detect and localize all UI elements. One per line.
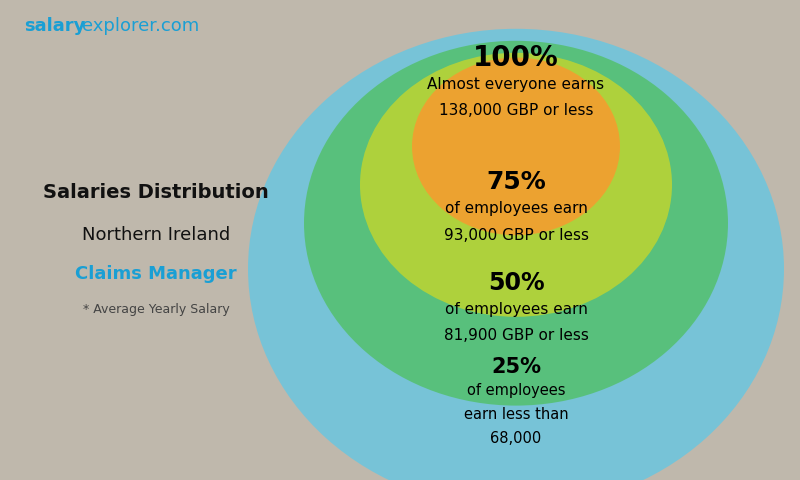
Text: Northern Ireland: Northern Ireland — [82, 226, 230, 244]
Text: of employees earn: of employees earn — [445, 302, 587, 317]
Text: explorer.com: explorer.com — [82, 17, 200, 35]
Text: Salaries Distribution: Salaries Distribution — [43, 182, 269, 202]
Text: of employees earn: of employees earn — [445, 201, 587, 216]
Text: 81,900 GBP or less: 81,900 GBP or less — [443, 328, 589, 344]
Text: 100%: 100% — [473, 44, 559, 72]
Ellipse shape — [304, 41, 728, 406]
Text: salary: salary — [24, 17, 86, 35]
Text: 50%: 50% — [488, 271, 544, 295]
Ellipse shape — [360, 53, 672, 317]
Text: 75%: 75% — [486, 170, 546, 194]
Text: * Average Yearly Salary: * Average Yearly Salary — [82, 303, 230, 316]
Text: 68,000: 68,000 — [490, 431, 542, 446]
Ellipse shape — [412, 58, 620, 235]
Ellipse shape — [248, 29, 784, 480]
Text: 25%: 25% — [491, 357, 541, 377]
Text: of employees: of employees — [466, 384, 566, 398]
Text: Claims Manager: Claims Manager — [75, 264, 237, 283]
Text: Almost everyone earns: Almost everyone earns — [427, 76, 605, 92]
Text: 93,000 GBP or less: 93,000 GBP or less — [443, 228, 589, 243]
Text: 138,000 GBP or less: 138,000 GBP or less — [438, 103, 594, 118]
Text: earn less than: earn less than — [464, 407, 568, 422]
